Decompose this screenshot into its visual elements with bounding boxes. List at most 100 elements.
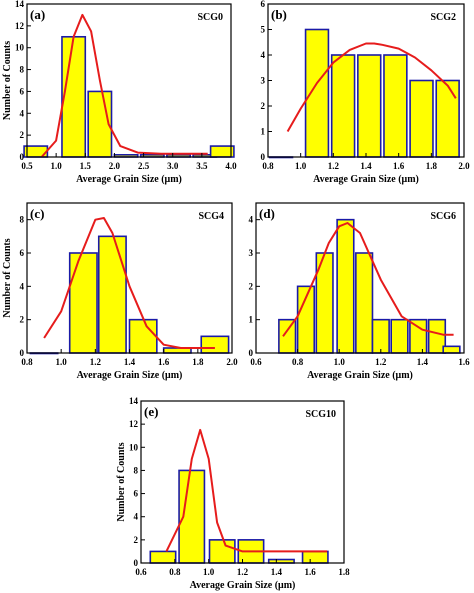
chart-panel-scg0: 0.5 1.0 1.5 2.0 2.5 3.0 3.5 4.0 0 2 4 6 8 10 12 14 Avera… xyxy=(2,0,237,185)
chart-panel-scg10: 0.6 0.8 1.0 1.2 1.4 1.6 1.8 0 2 4 6 8 10 12 14 Average … xyxy=(116,396,350,591)
y-tick-label: 8 xyxy=(20,215,25,225)
x-tick-label: 1.4 xyxy=(417,357,429,367)
histogram-bar xyxy=(278,318,297,354)
sample-label: SCG4 xyxy=(198,211,224,222)
y-tick-label: 1 xyxy=(261,127,266,137)
x-axis-label: Average Grain Size (μm) xyxy=(76,174,182,185)
y-tick-label: 0 xyxy=(20,348,25,358)
histogram-bar xyxy=(97,235,127,354)
x-tick-label: 1.0 xyxy=(203,567,215,577)
histogram-bar xyxy=(409,318,428,354)
x-tick-label: 1.5 xyxy=(80,161,92,171)
y-axis-label: Number of Counts xyxy=(2,238,13,317)
x-tick-label: 1.0 xyxy=(56,357,68,367)
panel-label: (b) xyxy=(271,7,287,22)
x-tick-label: 1.2 xyxy=(328,161,340,171)
histogram-bar xyxy=(409,79,434,158)
x-tick-label: 1.8 xyxy=(192,357,204,367)
y-tick-label: 4 xyxy=(20,281,25,291)
y-tick-label: 2 xyxy=(134,535,139,545)
x-tick-label: 3.0 xyxy=(167,161,179,171)
y-tick-label: 4 xyxy=(261,50,266,60)
panel-label: (d) xyxy=(259,206,275,221)
x-tick-label: 4.0 xyxy=(225,161,237,171)
histogram-bar xyxy=(304,28,330,158)
y-tick-label: 10 xyxy=(15,43,25,53)
histogram-bar xyxy=(371,318,390,354)
x-axis-label: Average Grain Size (μm) xyxy=(77,370,183,381)
x-tick-label: 0.6 xyxy=(135,567,147,577)
fit-curve xyxy=(286,42,457,132)
fit-curve xyxy=(43,217,215,349)
y-tick-label: 0 xyxy=(249,348,254,358)
plot-frame xyxy=(26,3,232,158)
histogram-bar xyxy=(301,550,329,564)
y-tick-label: 2 xyxy=(249,281,254,291)
fit-curve xyxy=(282,222,454,337)
x-tick-label: 1.8 xyxy=(426,161,438,171)
y-tick-label: 10 xyxy=(129,442,139,452)
x-tick-label: 1.4 xyxy=(271,567,283,577)
histogram-bar xyxy=(357,54,382,158)
panel-label: (e) xyxy=(144,404,158,419)
y-tick-label: 3 xyxy=(261,76,266,86)
y-tick-label: 3 xyxy=(249,248,254,258)
x-tick-label: 0.8 xyxy=(21,357,33,367)
y-tick-label: 12 xyxy=(15,21,25,31)
x-tick-label: 1.6 xyxy=(458,357,470,367)
panel-label: (c) xyxy=(30,206,44,221)
x-tick-label: 0.8 xyxy=(169,567,181,577)
y-tick-label: 5 xyxy=(261,25,266,35)
plot-frame xyxy=(140,400,345,564)
histogram-bar xyxy=(442,345,461,354)
x-axis-label: Average Grain Size (μm) xyxy=(307,370,413,381)
histogram-bar xyxy=(330,54,356,158)
fit-curve xyxy=(40,13,208,158)
y-tick-label: 8 xyxy=(134,465,139,475)
y-tick-label: 0 xyxy=(134,558,139,568)
y-tick-label: 2 xyxy=(20,130,25,140)
x-tick-label: 2.0 xyxy=(109,161,121,171)
sample-label: SCG6 xyxy=(430,211,456,222)
y-tick-label: 6 xyxy=(134,489,139,499)
x-tick-label: 1.4 xyxy=(124,357,136,367)
y-tick-label: 2 xyxy=(261,101,266,111)
y-tick-label: 4 xyxy=(20,108,25,118)
histogram-bar xyxy=(390,318,409,354)
y-tick-label: 6 xyxy=(261,0,266,9)
x-tick-label: 1.2 xyxy=(237,567,249,577)
sample-label: SCG10 xyxy=(305,409,336,420)
x-tick-label: 1.4 xyxy=(360,161,372,171)
y-tick-label: 0 xyxy=(261,152,266,162)
histogram-bar xyxy=(355,252,374,354)
histogram-bar xyxy=(435,79,460,158)
histogram-bar xyxy=(336,218,355,354)
y-tick-label: 12 xyxy=(129,419,139,429)
x-tick-label: 1.8 xyxy=(338,567,350,577)
x-tick-label: 1.6 xyxy=(393,161,405,171)
x-tick-label: 1.6 xyxy=(158,357,170,367)
x-tick-label: 1.0 xyxy=(295,161,307,171)
plot-frame xyxy=(255,202,465,354)
y-tick-label: 4 xyxy=(134,512,139,522)
x-axis-label: Average Grain Size (μm) xyxy=(313,174,419,185)
panel-label: (a) xyxy=(30,7,45,22)
y-tick-label: 6 xyxy=(20,86,25,96)
y-tick-label: 2 xyxy=(20,315,25,325)
histogram-bar xyxy=(208,539,236,564)
x-tick-label: 1.0 xyxy=(51,161,63,171)
chart-panel-scg4: 0.8 1.0 1.2 1.4 1.6 1.8 2.0 0 2 4 6 8 Average Grain … xyxy=(2,202,238,381)
x-tick-label: 0.8 xyxy=(292,357,304,367)
y-tick-label: 6 xyxy=(20,248,25,258)
histogram-bar xyxy=(128,318,158,354)
x-tick-label: 2.5 xyxy=(138,161,150,171)
x-tick-label: 0.5 xyxy=(21,161,33,171)
sample-label: SCG2 xyxy=(430,12,456,23)
histogram-bar xyxy=(149,550,177,564)
histogram-bar xyxy=(200,335,230,354)
chart-panel-scg6: 0.6 0.8 1.0 1.2 1.4 1.6 0 1 2 3 4 Average Grain Siz… xyxy=(249,202,470,381)
chart-panel-scg2: 0.8 1.0 1.2 1.4 1.6 1.8 2.0 0 1 2 3 4 5 6 Average Grai… xyxy=(261,0,471,185)
sample-label: SCG0 xyxy=(197,12,223,23)
x-tick-label: 2.0 xyxy=(458,161,470,171)
x-tick-label: 1.2 xyxy=(375,357,387,367)
